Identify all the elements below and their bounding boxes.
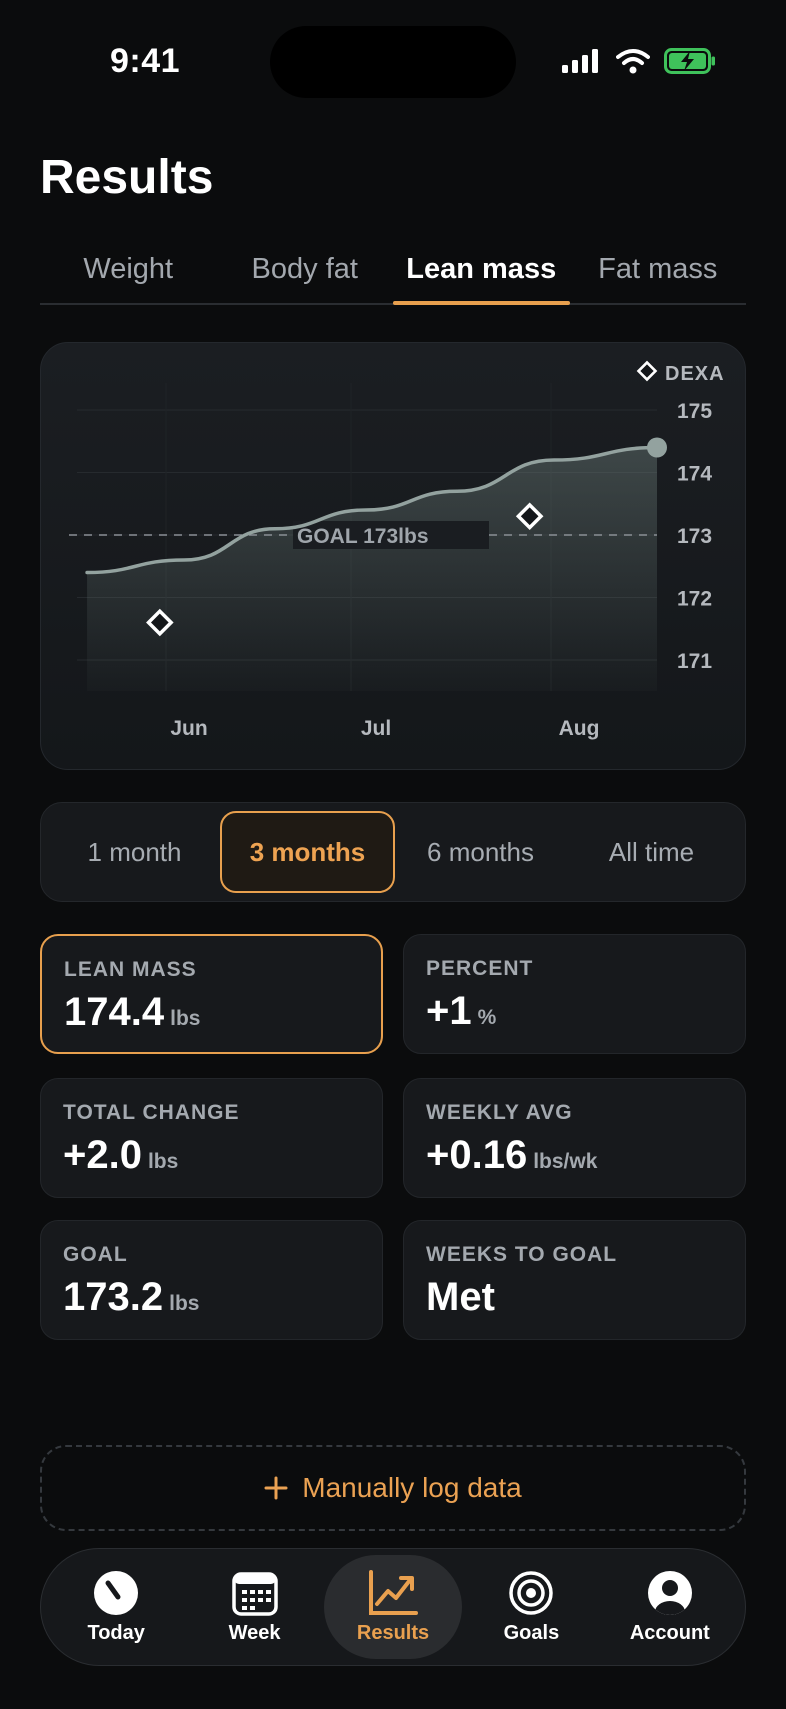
latest-point[interactable] bbox=[647, 437, 667, 458]
calendar-icon bbox=[231, 1571, 278, 1616]
stat-label: LEAN MASS bbox=[64, 958, 197, 981]
signal-icon bbox=[562, 49, 598, 73]
bottom-nav: Today Week Results bbox=[40, 1548, 746, 1666]
tab-fat-mass[interactable]: Fat mass bbox=[598, 253, 718, 285]
y-tick-label: 172 bbox=[677, 588, 712, 611]
nav-today[interactable]: Today bbox=[47, 1555, 185, 1659]
manually-log-label: Manually log data bbox=[302, 1472, 522, 1503]
x-tick-label: Aug bbox=[559, 717, 600, 740]
chart-series-line bbox=[85, 445, 659, 575]
status-time: 9:41 bbox=[110, 42, 181, 80]
stat-percent[interactable]: PERCENT +1% bbox=[403, 934, 746, 1054]
stat-label: WEEKLY AVG bbox=[426, 1101, 573, 1124]
time-range-selector: 1 month 3 months 6 months All time bbox=[40, 802, 746, 902]
goal-label-bg bbox=[293, 521, 489, 549]
stat-unit: % bbox=[477, 1006, 497, 1029]
stat-label: WEEKS TO GOAL bbox=[426, 1243, 618, 1266]
trending-up-icon bbox=[369, 1569, 419, 1615]
nav-label: Week bbox=[228, 1621, 281, 1644]
clock-icon bbox=[94, 1570, 139, 1615]
tab-lean-mass[interactable]: Lean mass bbox=[393, 245, 570, 305]
x-tick-label: Jun bbox=[170, 717, 207, 740]
stat-value: 173.2 bbox=[63, 1275, 164, 1319]
nav-week[interactable]: Week bbox=[185, 1555, 323, 1659]
dynamic-island bbox=[270, 26, 516, 98]
y-tick-label: 174 bbox=[677, 463, 712, 486]
stat-weeks-to-goal[interactable]: WEEKS TO GOAL Met bbox=[403, 1220, 746, 1340]
dexa-point[interactable] bbox=[515, 502, 544, 531]
y-tick-label: 175 bbox=[677, 400, 712, 423]
stat-lean-mass[interactable]: LEAN MASS 174.4 lbs bbox=[40, 934, 383, 1054]
nav-label: Results bbox=[356, 1621, 430, 1644]
nav-label: Account bbox=[629, 1621, 710, 1644]
nav-goals[interactable]: Goals bbox=[462, 1555, 600, 1659]
range-all-time[interactable]: All time bbox=[608, 836, 695, 867]
stat-value: +1 bbox=[426, 989, 472, 1033]
stat-value: Met bbox=[426, 1275, 495, 1319]
wifi-icon bbox=[616, 49, 650, 74]
metric-tabs: Weight Body fat Lean mass Fat mass bbox=[40, 245, 746, 305]
stat-label: PERCENT bbox=[426, 957, 534, 980]
stat-unit: lbs/wk bbox=[533, 1150, 598, 1173]
status-icons bbox=[562, 48, 716, 74]
nav-label: Today bbox=[87, 1621, 145, 1644]
stat-weekly-avg[interactable]: WEEKLY AVG +0.16 lbs/wk bbox=[403, 1078, 746, 1198]
dexa-point[interactable] bbox=[146, 608, 174, 637]
page-title: Results bbox=[40, 151, 214, 204]
tab-weight[interactable]: Weight bbox=[83, 253, 174, 285]
account-icon bbox=[647, 1570, 692, 1615]
stat-goal[interactable]: GOAL 173.2 lbs bbox=[40, 1220, 383, 1340]
range-6-months[interactable]: 6 months bbox=[427, 836, 534, 867]
tab-body-fat[interactable]: Body fat bbox=[251, 253, 358, 285]
range-1-month[interactable]: 1 month bbox=[87, 836, 182, 867]
stat-total-change[interactable]: TOTAL CHANGE +2.0 lbs bbox=[40, 1078, 383, 1198]
plus-icon bbox=[264, 1476, 288, 1500]
stat-unit: lbs bbox=[169, 1292, 200, 1315]
stat-label: TOTAL CHANGE bbox=[63, 1101, 240, 1124]
battery-charging-icon bbox=[664, 48, 715, 74]
nav-label: Goals bbox=[503, 1621, 560, 1644]
range-3-months[interactable]: 3 months bbox=[220, 811, 395, 893]
lean-mass-chart: GOAL 173lbs 175 174 173 172 171 Jun Jul Aug DEX… bbox=[40, 342, 746, 770]
stat-unit: lbs bbox=[170, 1007, 201, 1030]
nav-account[interactable]: Account bbox=[601, 1555, 739, 1659]
y-tick-label: 171 bbox=[677, 650, 712, 673]
chart-svg: GOAL 173lbs 175 174 173 172 171 Jun Jul Aug DEX… bbox=[69, 360, 725, 740]
stat-value: 174.4 bbox=[64, 990, 165, 1034]
stat-value: +2.0 bbox=[63, 1133, 142, 1177]
goal-label: GOAL 173lbs bbox=[297, 525, 429, 548]
legend-label: DEXA bbox=[665, 363, 725, 385]
stat-label: GOAL bbox=[63, 1243, 128, 1266]
stat-value: +0.16 bbox=[426, 1133, 528, 1177]
chart-area bbox=[87, 447, 657, 691]
manually-log-data-button[interactable]: Manually log data bbox=[40, 1445, 746, 1531]
stat-unit: lbs bbox=[147, 1150, 179, 1173]
target-icon bbox=[509, 1570, 554, 1615]
x-tick-label: Jul bbox=[361, 717, 391, 740]
chart-legend: DEXA bbox=[636, 360, 725, 385]
nav-results[interactable]: Results bbox=[323, 1555, 463, 1659]
y-tick-label: 173 bbox=[677, 525, 712, 548]
